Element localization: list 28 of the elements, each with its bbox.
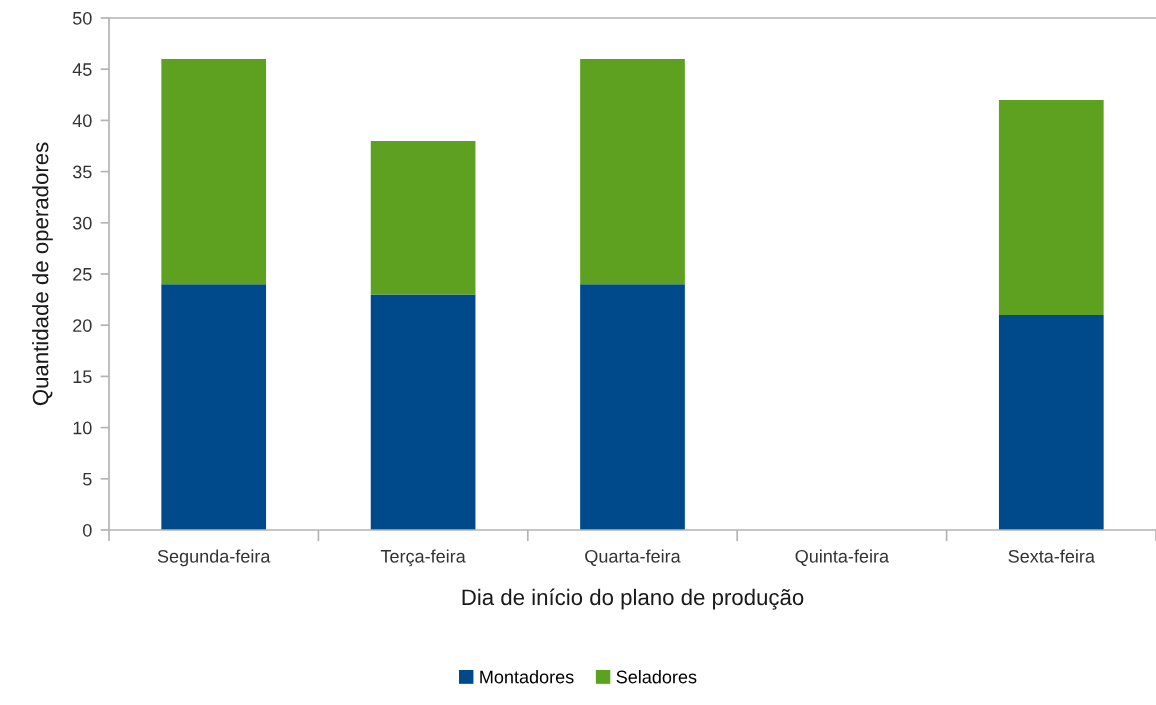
x-tick-label: Quinta-feira: [795, 549, 890, 566]
bar: [998, 99, 1104, 315]
y-tick-label: 15: [73, 370, 92, 384]
x-tick-label: Terça-feira: [380, 549, 466, 567]
x-axis-title: Dia de início do plano de produção: [462, 588, 804, 610]
y-tick-label: 0: [83, 523, 92, 537]
y-tick-label: 35: [72, 165, 92, 179]
y-tick-label: 30: [72, 216, 92, 230]
legend-label: Montadores: [480, 670, 574, 684]
y-tick-label: 5: [83, 472, 92, 486]
y-axis-title: Quantidade de operadores: [32, 142, 53, 406]
x-tick-label: Sexta-feira: [1008, 549, 1095, 563]
y-tick-label: 50: [72, 11, 92, 25]
bar: [580, 284, 685, 530]
x-tick-label: Quarta-feira: [585, 549, 681, 566]
y-tick-label: 40: [72, 114, 92, 128]
bar: [370, 294, 476, 530]
bar: [161, 284, 267, 530]
y-tick-label: 20: [73, 319, 92, 332]
bar: [998, 314, 1104, 530]
bar: [580, 58, 685, 285]
x-tick-label: Segunda-feira: [157, 549, 271, 567]
bar: [370, 140, 476, 295]
legend-label: Seladores: [616, 670, 697, 684]
y-tick-label: 10: [73, 421, 92, 435]
y-tick-label: 25: [73, 267, 92, 281]
bar: [161, 58, 267, 285]
y-tick-label: 45: [72, 63, 92, 76]
